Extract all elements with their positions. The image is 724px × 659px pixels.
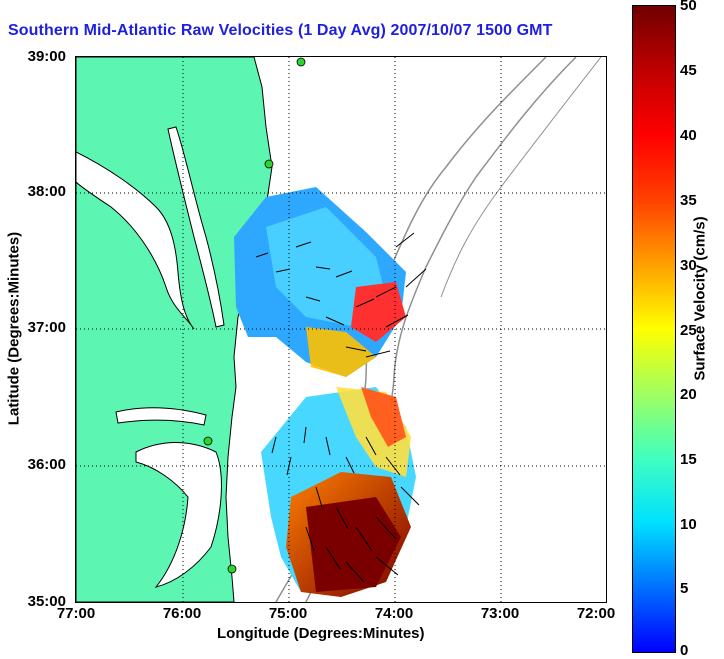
colorbar-label: Surface Velocity (cm/s) — [691, 216, 709, 381]
colorbar — [632, 5, 676, 653]
colorbar-tick: 40 — [680, 127, 697, 144]
bathymetry-contour — [440, 57, 602, 298]
chesapeake-bay — [76, 151, 195, 330]
x-tick-label: 77:00 — [56, 605, 96, 622]
y-axis-label: Latitude (Degrees:Minutes) — [5, 231, 23, 426]
map-title: Southern Mid-Atlantic Raw Velocities (1 … — [8, 22, 553, 39]
colorbar-tick: 10 — [680, 516, 697, 533]
x-tick-label: 76:00 — [162, 605, 202, 622]
velocity-vectors — [255, 232, 427, 583]
colorbar-tick: 0 — [680, 642, 689, 659]
pamlico-sound — [135, 442, 222, 588]
map-area[interactable] — [75, 56, 607, 603]
colorbar-tick: 15 — [680, 451, 697, 468]
x-tick-label: 75:00 — [268, 605, 308, 622]
x-axis-label: Longitude (Degrees:Minutes) — [217, 625, 425, 642]
x-tick-label: 74:00 — [374, 605, 414, 622]
colorbar-tick: 25 — [680, 322, 697, 339]
colorbar-tick: 30 — [680, 257, 697, 274]
y-tick-label: 37:00 — [27, 319, 66, 336]
colorbar-tick: 50 — [680, 0, 697, 14]
colorbar-tick: 5 — [680, 580, 689, 597]
x-tick-label: 72:00 — [576, 605, 616, 622]
albemarle-sound — [115, 407, 207, 426]
colorbar-tick: 35 — [680, 192, 697, 209]
map-canvas — [76, 57, 606, 602]
colorbar-tick: 20 — [680, 386, 697, 403]
x-tick-label: 73:00 — [480, 605, 520, 622]
y-tick-label: 35:00 — [27, 593, 66, 610]
grid — [76, 57, 606, 602]
y-tick-label: 38:00 — [27, 183, 66, 200]
colorbar-tick: 45 — [680, 62, 697, 79]
y-tick-label: 39:00 — [27, 48, 66, 65]
bay-channel — [167, 126, 225, 328]
radar-stations — [203, 57, 306, 574]
y-tick-label: 36:00 — [27, 456, 66, 473]
